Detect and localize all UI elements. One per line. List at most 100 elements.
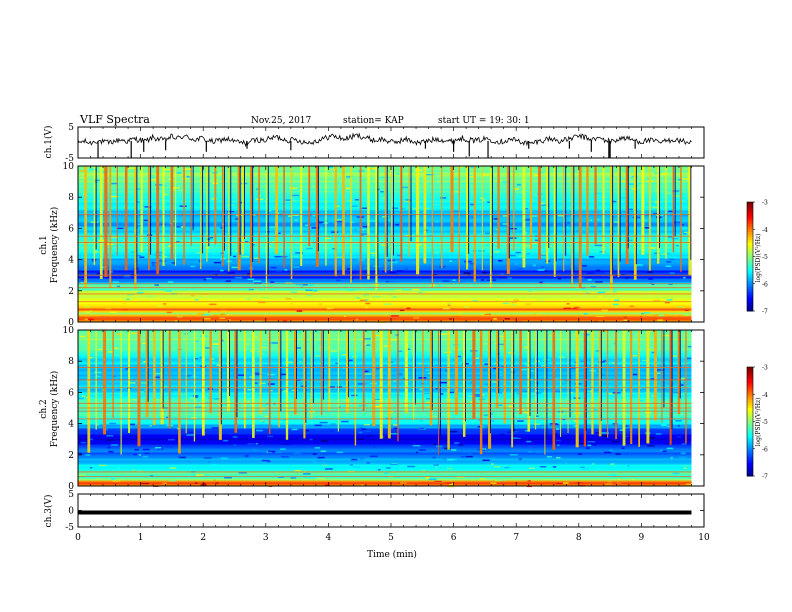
- ch2-spectrogram-psd-cell: [603, 360, 607, 362]
- ch2-spectrogram-psd-cell: [222, 345, 229, 348]
- ch1-spectrogram-sferic: [688, 166, 692, 276]
- ch1-spectrogram-psd-cell: [502, 181, 510, 183]
- ch1-spectrogram-psd-cell: [653, 213, 661, 215]
- ch1-colorbar-swatch: [747, 308, 753, 312]
- ch1-spectrogram-psd-cell: [190, 265, 196, 268]
- ch1-spectrogram-psd-cell: [524, 219, 532, 221]
- ch1-colorbar-swatch: [747, 251, 753, 255]
- ch1-spectrogram-sferic: [680, 166, 682, 272]
- ch1-spectrogram-psd-cell: [154, 284, 159, 286]
- ch1-spectrogram-psd-cell: [336, 279, 341, 282]
- ch2-spectrogram-psd-cell: [390, 433, 398, 435]
- ch2-spectrogram-psd-cell: [602, 374, 605, 376]
- ch1-spectrogram-psd-cell: [542, 318, 546, 321]
- ch1-spectrogram-psd-cell: [172, 220, 177, 223]
- ch1-spectrogram-psd-row: [78, 292, 692, 295]
- ch1-spectrogram-psd-cell: [595, 281, 603, 283]
- ch2-spectrogram-psd-cell: [507, 351, 512, 354]
- ch2-colorbar-swatch: [747, 424, 753, 428]
- ch1-spectrogram-psd-row: [78, 306, 692, 309]
- ch2-spectrogram-sferic-gap: [513, 330, 515, 432]
- ch2-spectrogram-sferic: [488, 330, 492, 449]
- ch2-spectrogram-psd-cell: [358, 431, 363, 434]
- ch1-spectrogram-psd-cell: [393, 296, 396, 298]
- ch2-spectrogram-psd-cell: [259, 404, 267, 407]
- ch1-spectrogram-psd-cell: [597, 291, 606, 294]
- ch2-spectrogram-psd-cell: [267, 460, 271, 463]
- ch2-spectrogram-psd-cell: [239, 396, 247, 399]
- ch1-spectrogram-sferic: [431, 166, 434, 288]
- ch1-spectrogram-psd-cell: [268, 209, 272, 212]
- ch2-spectrogram-psd-cell: [393, 427, 399, 430]
- ch1-spectrogram-sferic-gap: [573, 166, 575, 273]
- ch2-colorbar-swatch: [747, 451, 753, 455]
- ch1-spectrogram-psd-cell: [514, 188, 520, 190]
- ch2-spectrogram-psd-cell: [434, 480, 442, 483]
- ch1-spectrogram-psd-cell: [203, 317, 211, 320]
- ch1-colorbar-swatch: [747, 226, 753, 230]
- ch1-colorbar-swatch: [747, 283, 753, 287]
- ch2-spectrogram-sferic: [372, 330, 376, 427]
- ch1-spectrogram-sferic-gap: [468, 166, 470, 254]
- ch1-spectrogram-psd-cell: [266, 198, 269, 200]
- ch2-spectrogram-sferic: [479, 330, 483, 455]
- ch1-spectrogram-psd-cell: [647, 178, 650, 180]
- ch1-spectrogram-psd-cell: [645, 296, 654, 299]
- ch1-spectrogram-sferic: [290, 166, 293, 280]
- ch2-spectrogram-psd-cell: [134, 448, 139, 451]
- ch1-spectrogram-sferic-gap: [690, 166, 692, 260]
- ch1-spectrogram-sferic: [458, 166, 460, 283]
- ch1-spectrogram-psd-cell: [361, 207, 368, 209]
- ch1-spectrogram-sferic: [633, 166, 637, 280]
- ch1-spectrogram-psd-cell: [79, 170, 87, 172]
- ch2-spectrogram-psd-cell: [131, 332, 137, 334]
- ch1-spectrogram-psd-row: [78, 298, 692, 301]
- ch1-spectrogram-psd-cell: [586, 292, 589, 294]
- ch1-spectrogram-psd-cell: [318, 303, 323, 306]
- ch2-spectrogram-psd-cell: [665, 432, 672, 434]
- ch2-spectrogram-psd-cell: [470, 483, 476, 485]
- ch2-colorbar-swatch: [747, 388, 753, 393]
- ch2-spectrogram-psd-row: [78, 378, 692, 381]
- ch2-spectrogram-psd-cell: [275, 451, 283, 454]
- ch2-spectrogram-psd-cell: [603, 451, 612, 454]
- ch1-colorbar-swatch: [747, 242, 753, 247]
- ch1-spectrogram-psd-cell: [162, 193, 169, 196]
- ch2-spectrogram-psd-cell: [480, 393, 485, 396]
- ch2-spectrogram-psd-cell: [423, 330, 427, 333]
- ch1-spectrogram-psd-cell: [404, 268, 408, 270]
- ch2-spectrogram-sferic-gap: [220, 330, 222, 425]
- ch2-spectrogram-psd-cell: [557, 444, 560, 446]
- ch1-spectrogram-psd-cell: [438, 285, 444, 287]
- ch2-spectrogram-psd-cell: [132, 469, 135, 472]
- ch1-spectrogram-psd-cell: [338, 271, 344, 273]
- ch2-spectrogram-sferic: [404, 330, 408, 414]
- ch1-spectrogram-sferic: [99, 166, 103, 279]
- ch1-spectrogram-sferic-gap: [317, 166, 319, 252]
- ch1-spectrogram-psd-cell: [437, 206, 440, 208]
- ch1-spectrogram-psd-cell: [336, 181, 339, 183]
- ch1-spectrogram-psd-cell: [305, 224, 309, 226]
- ch1-spectrogram-sferic-gap: [612, 166, 614, 275]
- ch2-spectrogram-psd-cell: [469, 381, 472, 384]
- ch2-spectrogram-psd-row: [78, 340, 692, 343]
- ch2-spectrogram-psd-cell: [438, 333, 447, 335]
- ch1-spectrogram-psd-cell: [630, 271, 636, 273]
- ch1-spectrogram-psd-cell: [312, 185, 316, 188]
- ch1-spectrogram-sferic: [206, 166, 208, 262]
- ch1-spectrogram-psd-cell: [136, 291, 144, 294]
- ch1-spectrogram-psd-cell: [449, 318, 452, 320]
- ch2-colorbar-swatch: [747, 432, 753, 436]
- ch2-spectrogram-psd-cell: [295, 413, 300, 416]
- ch1-spectrogram-psd-cell: [653, 291, 657, 294]
- ch2-colorbar-swatch: [747, 405, 753, 409]
- ch1-spectrogram-psd-cell: [253, 282, 262, 285]
- ch1-spectrogram-psd-cell: [664, 313, 669, 316]
- ch1-spectrogram-psd-cell: [683, 276, 686, 279]
- ch1-spectrogram-psd-cell: [623, 319, 628, 322]
- ch1-spectrogram-psd-cell: [534, 174, 541, 177]
- ch1-spectrogram-psd-cell: [536, 313, 542, 315]
- ch2-spectrogram-psd-cell: [306, 476, 315, 479]
- ch2-spectrogram-psd-cell: [216, 364, 221, 366]
- ch1-spectrogram-psd-cell: [191, 244, 196, 246]
